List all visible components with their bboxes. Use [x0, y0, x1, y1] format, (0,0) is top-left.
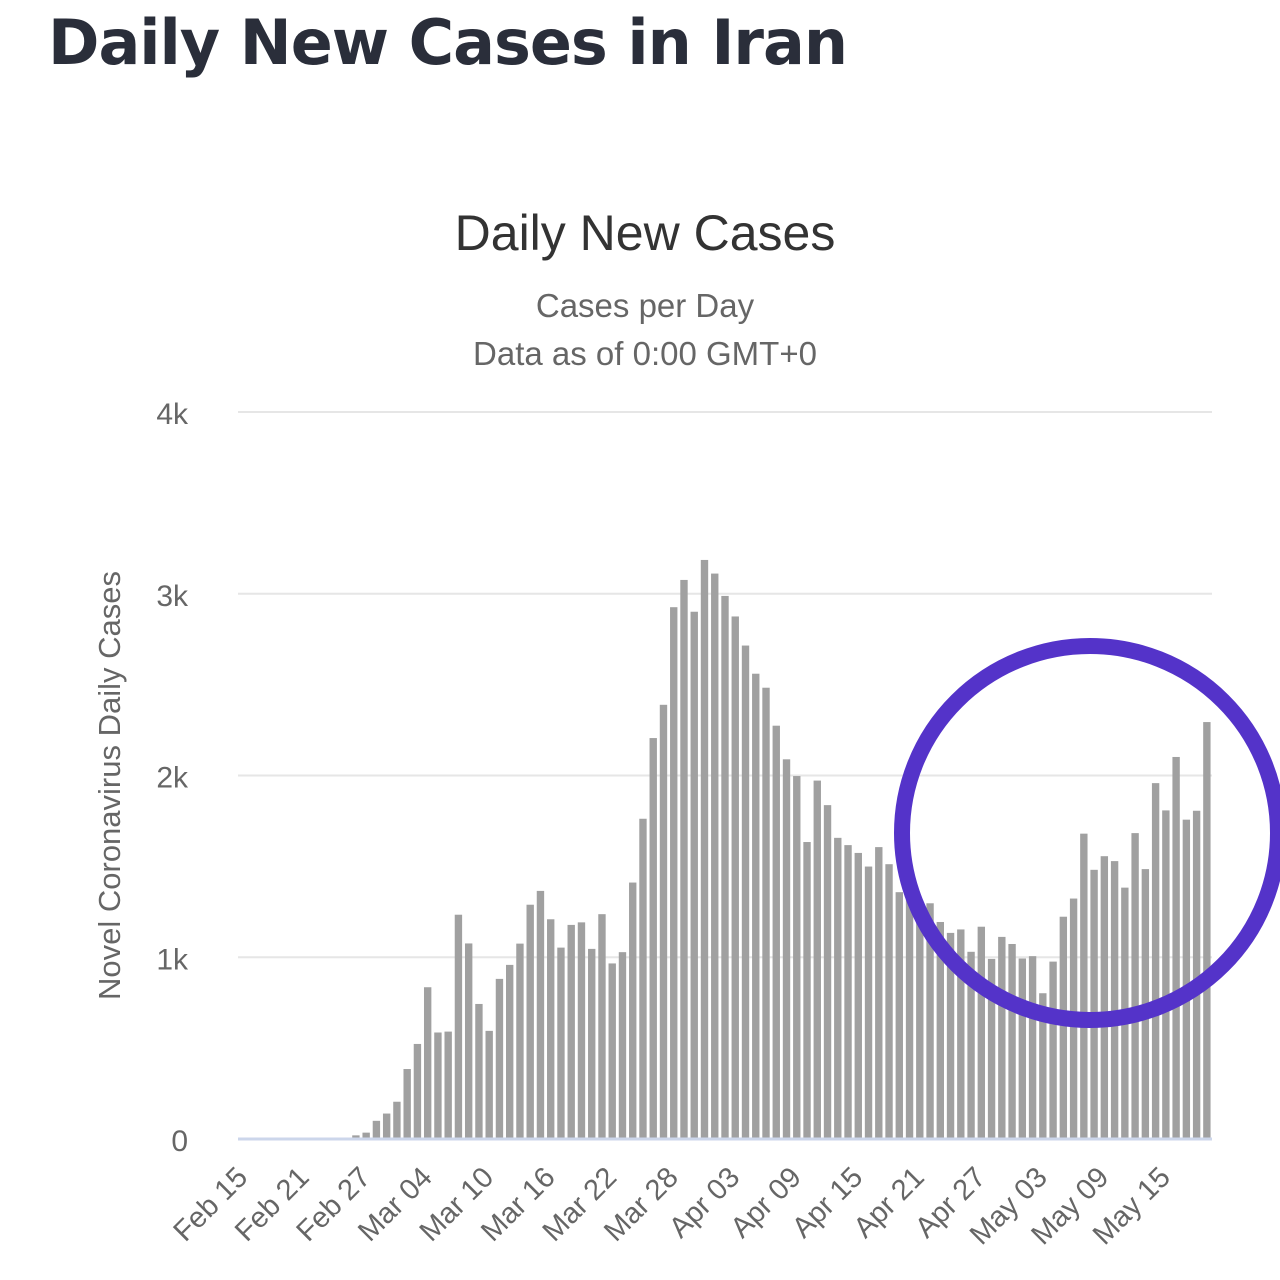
bar [1039, 993, 1047, 1139]
y-axis-ticks: 0 1k 2k 3k 4k [156, 398, 189, 1158]
bar [731, 616, 739, 1139]
bar [875, 847, 883, 1139]
bar [936, 921, 944, 1139]
bar [793, 776, 801, 1139]
bar [352, 1135, 360, 1139]
bar [485, 1030, 493, 1139]
bar [557, 947, 565, 1139]
bar [516, 943, 524, 1139]
bar [454, 914, 463, 1139]
bar [1192, 810, 1201, 1139]
bar [536, 890, 545, 1139]
page-title: Daily New Cases in Iran [48, 6, 848, 79]
bar [916, 903, 924, 1139]
y-tick-label: 3k [156, 580, 189, 613]
bar [659, 704, 668, 1139]
bar [721, 595, 729, 1139]
bar [506, 964, 514, 1139]
bar [1182, 819, 1191, 1139]
bar [1090, 869, 1098, 1139]
bar [752, 673, 760, 1139]
bar [362, 1132, 370, 1139]
bar [700, 559, 709, 1139]
bar [864, 866, 873, 1139]
bar [649, 738, 657, 1139]
bar [926, 903, 934, 1139]
bar [444, 1031, 452, 1139]
bar [946, 932, 955, 1139]
chart-subtitle: Cases per Day [535, 287, 755, 324]
bar [1100, 856, 1109, 1139]
bar [854, 852, 862, 1139]
bar [823, 805, 832, 1139]
bar [1028, 956, 1037, 1139]
bar [680, 579, 688, 1139]
chart-data-note: Data as of 0:00 GMT+0 [473, 335, 817, 372]
bar [567, 924, 575, 1139]
bar [1162, 810, 1170, 1139]
bar [782, 759, 791, 1139]
bar [1172, 756, 1180, 1139]
bar [629, 882, 637, 1139]
bar [608, 963, 616, 1139]
y-tick-label: 4k [156, 398, 189, 431]
bar [1203, 722, 1211, 1139]
y-axis-label: Novel Coronavirus Daily Cases [92, 571, 127, 1000]
bar [1151, 783, 1160, 1139]
bar [844, 845, 852, 1139]
bar [495, 978, 504, 1139]
bar [1018, 958, 1027, 1139]
bar [1131, 833, 1139, 1139]
bar [382, 1113, 391, 1139]
bar [762, 687, 770, 1139]
y-tick-label: 0 [171, 1125, 188, 1158]
bar [413, 1043, 422, 1139]
bar [967, 951, 975, 1139]
bar [711, 573, 719, 1139]
bar [475, 1003, 483, 1139]
bar [690, 611, 698, 1139]
bar [403, 1069, 411, 1139]
bar [464, 943, 473, 1139]
bar [885, 864, 893, 1139]
highlight-circle [894, 638, 1280, 1028]
bar [588, 948, 596, 1139]
bar [1049, 961, 1057, 1139]
bar [423, 987, 432, 1139]
bar [670, 607, 678, 1139]
bar [772, 725, 780, 1139]
bar [957, 929, 965, 1139]
bar [372, 1120, 381, 1139]
bar [813, 780, 821, 1139]
bar [998, 936, 1006, 1139]
bar [577, 922, 586, 1139]
bar [905, 894, 914, 1139]
chart-title: Daily New Cases [454, 205, 836, 261]
y-tick-label: 1k [156, 943, 189, 976]
bar [741, 645, 750, 1139]
bar [987, 958, 996, 1139]
bar [598, 914, 606, 1139]
bar [434, 1032, 442, 1139]
bar [547, 919, 555, 1139]
bar [1080, 833, 1088, 1139]
bar [393, 1101, 401, 1139]
bar [526, 904, 534, 1139]
bars [352, 559, 1211, 1139]
bar [1110, 861, 1119, 1139]
bar [1059, 916, 1068, 1139]
bar [895, 892, 903, 1139]
bar [977, 926, 986, 1139]
bar [618, 952, 627, 1139]
bar [803, 842, 811, 1139]
y-tick-label: 2k [156, 762, 189, 795]
bar [639, 818, 647, 1139]
bar [1008, 943, 1016, 1139]
bar [834, 837, 842, 1139]
